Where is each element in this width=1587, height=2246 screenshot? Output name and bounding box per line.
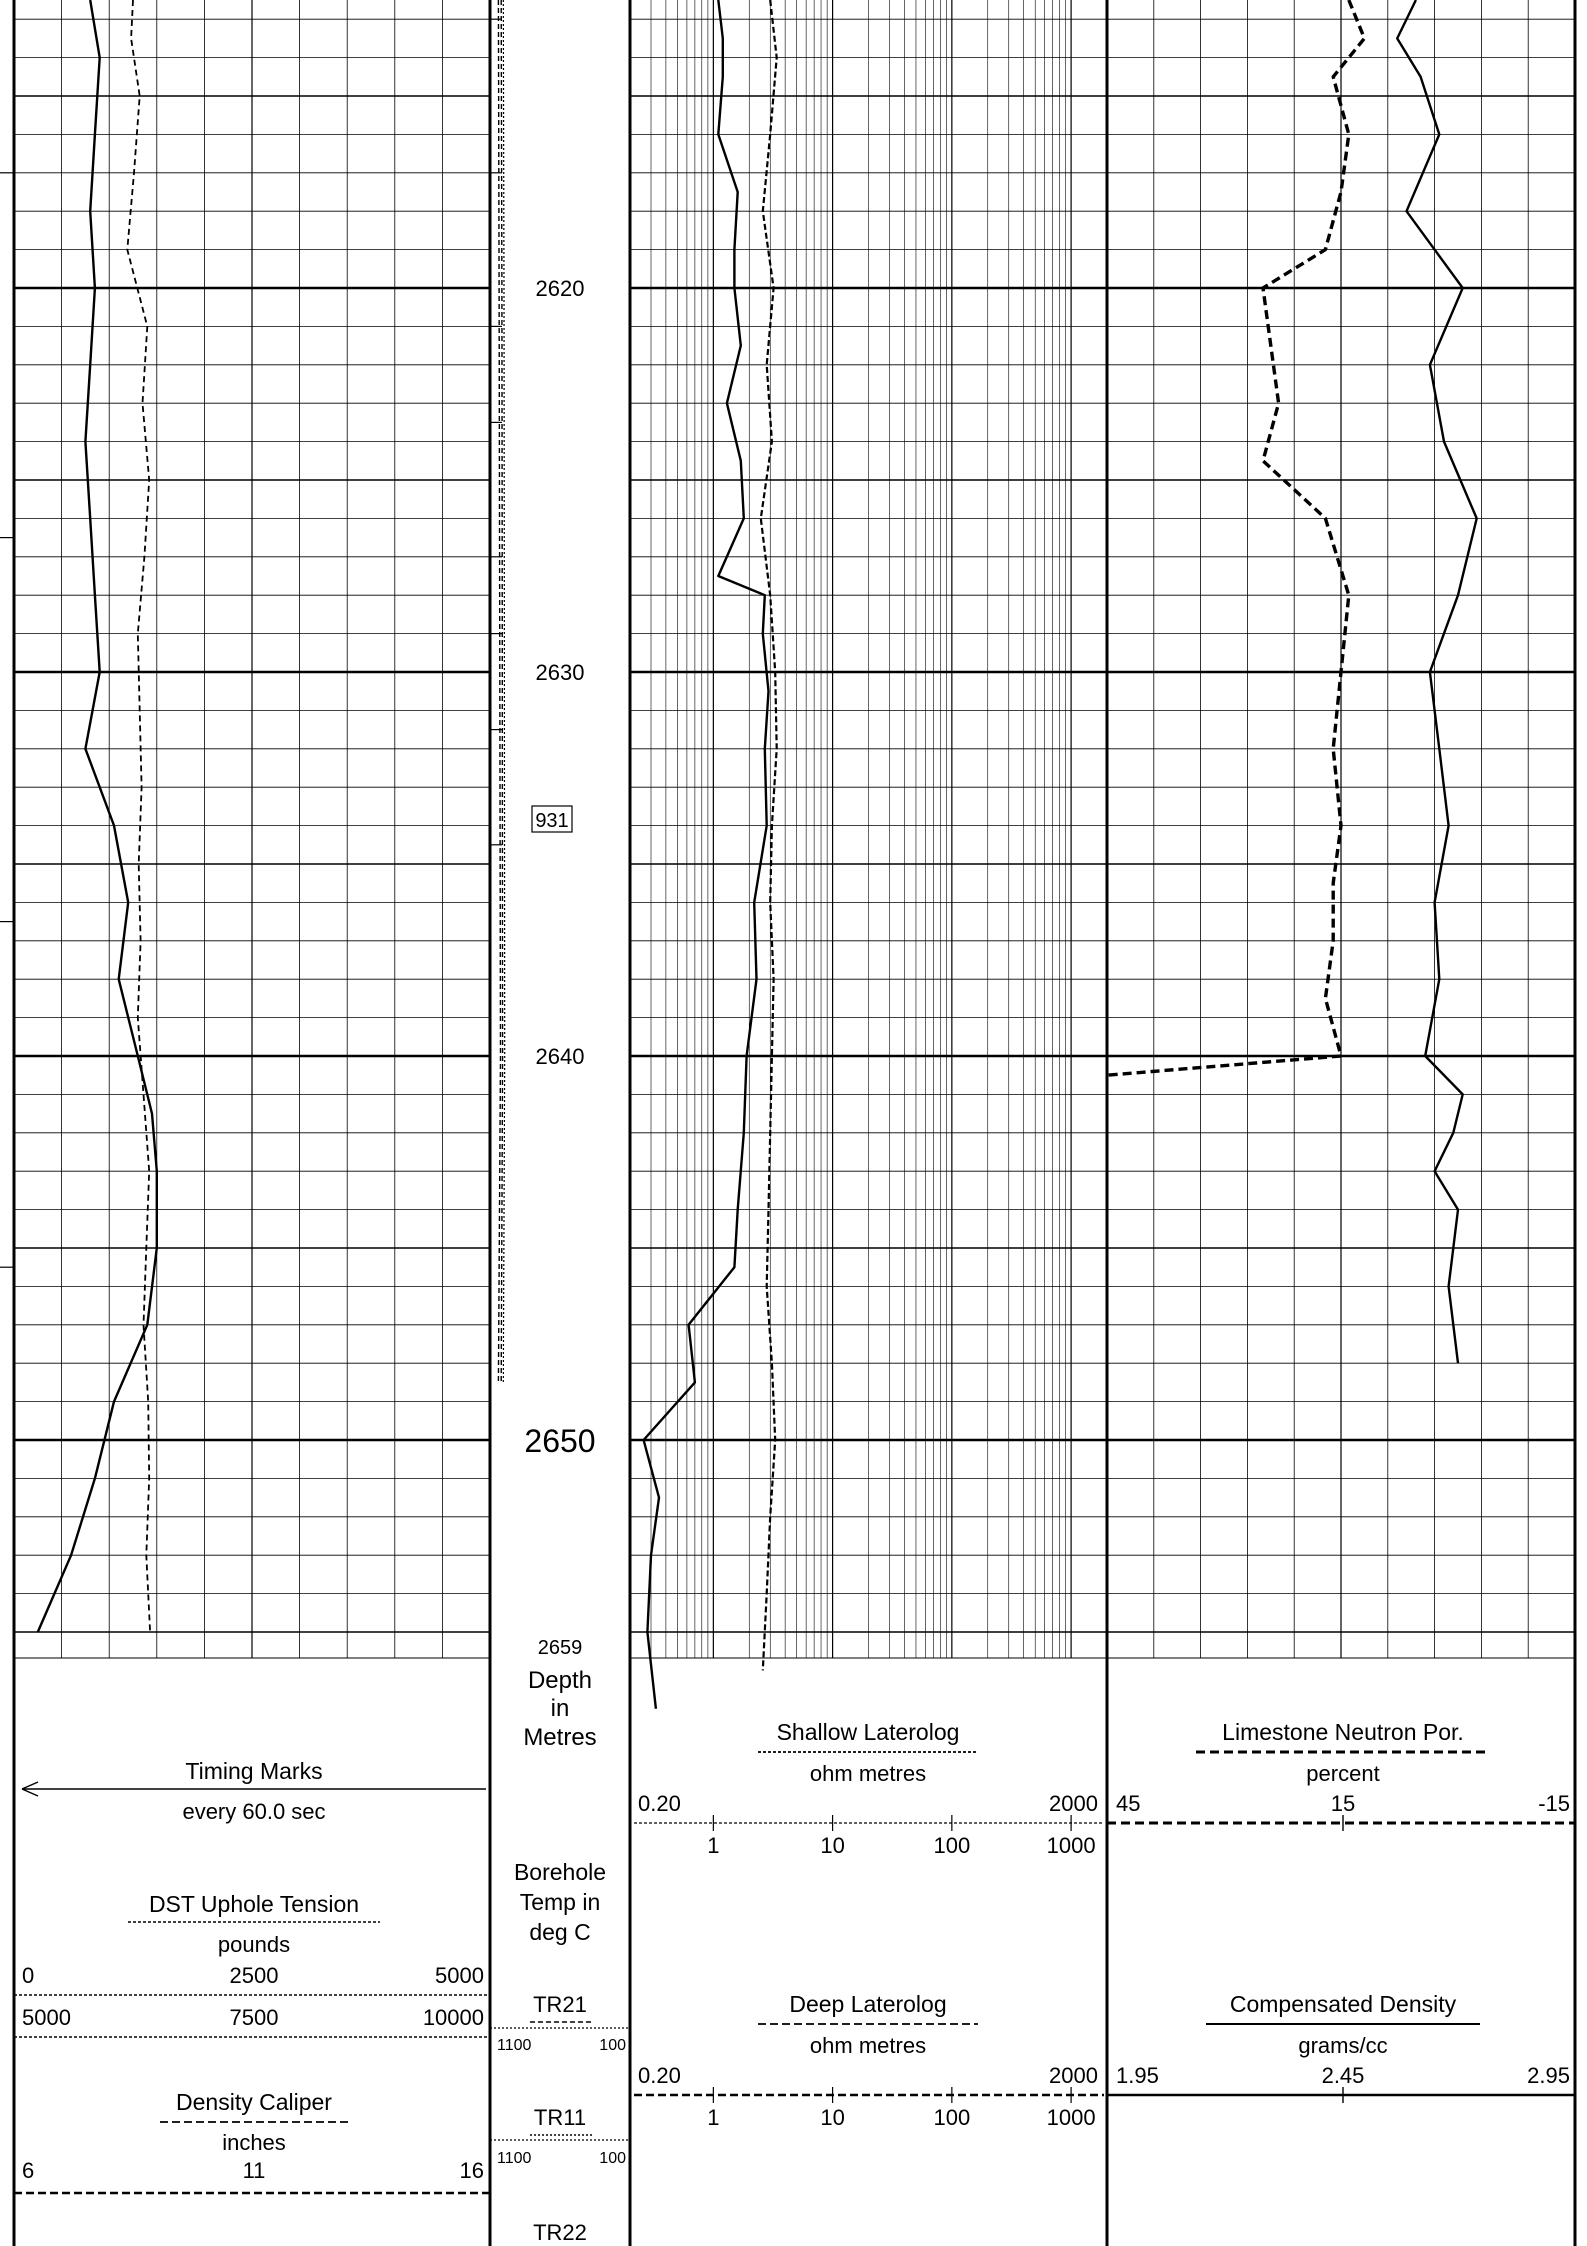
deep-title: Deep Laterolog (789, 1991, 946, 2017)
depth-header-line: Depth (528, 1667, 592, 1694)
tension-scale: 10000 (423, 2005, 484, 2030)
tension-curve (126, 0, 151, 1633)
tension-scale: 7500 (230, 2005, 279, 2030)
marker-box (531, 805, 573, 833)
shallow-laterolog-curve (759, 0, 778, 1671)
shallow-tick-label: 10 (820, 1833, 844, 1858)
temp-tr21-curve (497, 0, 502, 1383)
deep-tick-label: 1000 (1047, 2105, 1096, 2130)
depth-header-line: Metres (523, 1724, 596, 1751)
temp-header-line: Borehole (514, 1859, 606, 1885)
depth-label: 2620 (536, 276, 585, 301)
timing-arrowhead (21, 1781, 39, 1797)
tension-scale: 2500 (230, 1963, 279, 1988)
temp-header-line: Temp in (520, 1889, 601, 1915)
depth-header-line: in (551, 1695, 570, 1722)
timing-title: Timing Marks (185, 1758, 322, 1784)
temp-scale: 100 (599, 2037, 626, 2054)
temp-scale: 100 (599, 2150, 626, 2167)
temp-tr11-curve (500, 0, 504, 1383)
temp-tr11-label: TR11 (534, 2105, 586, 2130)
neutron-title: Limestone Neutron Por. (1222, 1719, 1464, 1745)
shallow-min: 0.20 (638, 1791, 681, 1816)
temp-tr22-curve (502, 0, 506, 1383)
tension-unit: pounds (218, 1932, 290, 1957)
shallow-tick-label: 1 (707, 1833, 719, 1858)
density-unit: grams/cc (1298, 2033, 1387, 2058)
density-title: Compensated Density (1230, 1991, 1457, 2017)
caliper-scale: 11 (243, 2158, 266, 2183)
temp-scale: 1100 (497, 2037, 532, 2054)
caliper-scale: 6 (22, 2158, 34, 2183)
caliper-unit: inches (222, 2130, 286, 2155)
deep-tick-label: 10 (820, 2105, 844, 2130)
shallow-tick-label: 100 (933, 1833, 970, 1858)
depth-label-major: 2650 (524, 1423, 595, 1459)
tension-title: DST Uphole Tension (149, 1891, 359, 1917)
shallow-unit: ohm metres (810, 1761, 926, 1786)
timing-sub: every 60.0 sec (182, 1799, 325, 1824)
shallow-title: Shallow Laterolog (777, 1719, 960, 1745)
deep-laterolog-curve (642, 0, 770, 1709)
shallow-tick-label: 1000 (1047, 1833, 1096, 1858)
temp-header-line: deg C (529, 1919, 590, 1945)
deep-tick-label: 100 (933, 2105, 970, 2130)
neutron-porosity-curve (1106, 0, 1367, 1077)
depth-label: 2630 (536, 660, 585, 685)
caliper-title: Density Caliper (176, 2089, 332, 2115)
density-curve (1396, 0, 1478, 1364)
tension-scale: 5000 (22, 2005, 71, 2030)
density-scale: 2.95 (1527, 2063, 1570, 2088)
deep-min: 0.20 (638, 2063, 681, 2088)
tension-scale: 5000 (435, 1963, 484, 1988)
log-curves (36, 0, 1478, 1709)
density-scale: 1.95 (1116, 2063, 1159, 2088)
tension-scale: 0 (22, 1963, 34, 1988)
deep-unit: ohm metres (810, 2033, 926, 2058)
temp-tr21-label: TR21 (533, 1992, 587, 2017)
neutron-scale: 45 (1116, 1791, 1140, 1816)
neutron-unit: percent (1306, 1761, 1379, 1786)
depth-label: 2640 (536, 1044, 585, 1069)
temp-scale: 1100 (497, 2150, 532, 2167)
neutron-scale: -15 (1538, 1791, 1570, 1816)
deep-max: 2000 (1049, 2063, 1098, 2088)
neutron-scale: 15 (1331, 1791, 1355, 1816)
caliper-curve (36, 0, 158, 1633)
marker-box-text: 931 (535, 810, 568, 832)
temp-tr22-label: TR22 (533, 2220, 587, 2245)
density-scale: 2.45 (1322, 2063, 1365, 2088)
deep-tick-label: 1 (707, 2105, 719, 2130)
shallow-max: 2000 (1049, 1791, 1098, 1816)
caliper-scale: 16 (460, 2158, 484, 2183)
depth-label: 2659 (538, 1637, 583, 1659)
